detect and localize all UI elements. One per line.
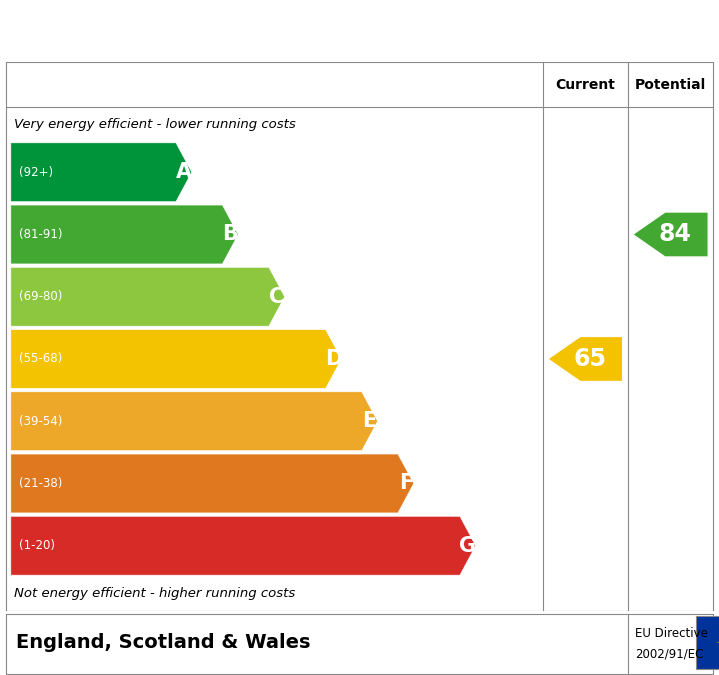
Text: (21-38): (21-38) <box>19 477 63 490</box>
Polygon shape <box>715 642 719 643</box>
Text: 84: 84 <box>659 223 692 246</box>
Text: A: A <box>176 162 192 182</box>
Text: B: B <box>222 225 238 244</box>
Polygon shape <box>11 205 238 264</box>
Polygon shape <box>718 641 719 642</box>
Text: C: C <box>269 287 285 306</box>
Text: England, Scotland & Wales: England, Scotland & Wales <box>16 633 311 653</box>
Text: EU Directive: EU Directive <box>635 627 707 640</box>
Polygon shape <box>548 337 623 381</box>
Text: Not energy efficient - higher running costs: Not energy efficient - higher running co… <box>14 587 296 600</box>
Polygon shape <box>11 143 192 202</box>
Text: E: E <box>362 411 377 431</box>
Polygon shape <box>11 267 285 326</box>
Text: 2002/91/EC: 2002/91/EC <box>635 648 703 661</box>
Polygon shape <box>11 329 342 389</box>
Text: (69-80): (69-80) <box>19 290 63 303</box>
Text: Energy Efficiency Rating: Energy Efficiency Rating <box>18 17 419 45</box>
Text: Very energy efficient - lower running costs: Very energy efficient - lower running co… <box>14 117 296 130</box>
Text: (1-20): (1-20) <box>19 539 55 552</box>
Polygon shape <box>11 392 377 451</box>
Polygon shape <box>11 454 413 513</box>
Text: (81-91): (81-91) <box>19 228 63 241</box>
Bar <box>696 616 719 668</box>
Text: (92+): (92+) <box>19 166 53 179</box>
Polygon shape <box>633 212 708 257</box>
Text: 65: 65 <box>574 347 607 371</box>
Polygon shape <box>11 516 476 575</box>
Text: D: D <box>325 349 342 369</box>
Text: F: F <box>399 473 413 493</box>
Text: Potential: Potential <box>635 78 706 92</box>
Text: (39-54): (39-54) <box>19 414 63 428</box>
Text: Current: Current <box>555 78 615 92</box>
Text: G: G <box>459 536 477 556</box>
Text: (55-68): (55-68) <box>19 352 63 365</box>
